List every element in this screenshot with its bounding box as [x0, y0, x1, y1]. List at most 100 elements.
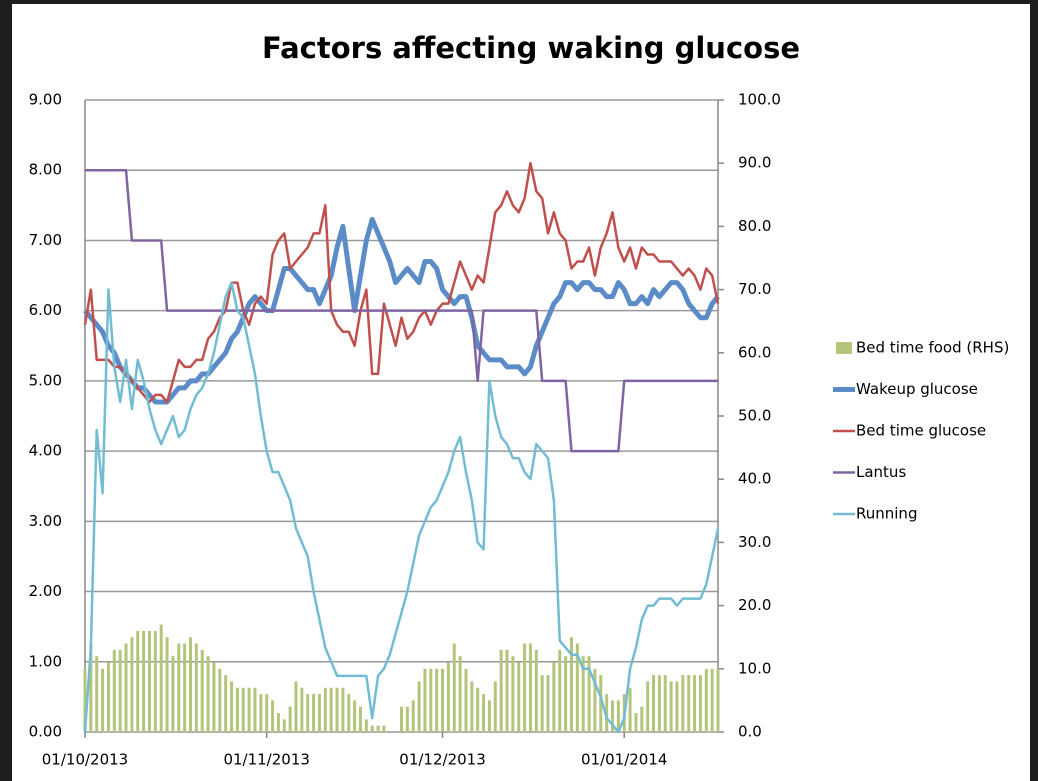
bar [487, 700, 491, 732]
y-tick-label: 7.00 [29, 231, 62, 249]
line [83, 216, 720, 405]
bar [101, 668, 105, 732]
bar [89, 643, 93, 732]
bar [564, 656, 568, 732]
bar [616, 700, 620, 732]
bar [376, 725, 380, 732]
bar [265, 694, 269, 732]
bar [358, 706, 362, 732]
bar [441, 668, 445, 732]
bar [83, 668, 87, 732]
bar [417, 681, 421, 732]
bar [646, 681, 650, 732]
x-tick-label: 01/10/2013 [42, 751, 128, 769]
bar [534, 649, 538, 732]
bar [306, 694, 310, 732]
bar [130, 637, 134, 732]
legend-label: Lantus [856, 463, 906, 481]
y2-tick-label: 90.0 [738, 154, 771, 172]
bar [569, 637, 573, 732]
bar [118, 649, 122, 732]
bar [282, 719, 286, 732]
y-tick-label: 2.00 [29, 582, 62, 600]
bar [505, 649, 509, 732]
bar [552, 662, 556, 732]
y-tick-label: 4.00 [29, 442, 62, 460]
x-tick-label: 01/12/2013 [399, 751, 485, 769]
bar [587, 656, 591, 732]
bar [575, 643, 579, 732]
y2-tick-label: 40.0 [738, 470, 771, 488]
bar [183, 643, 187, 732]
bar [212, 662, 216, 732]
legend-swatch [836, 342, 852, 354]
bar [470, 681, 474, 732]
bar [704, 668, 708, 732]
bar [335, 687, 339, 732]
bar [429, 668, 433, 732]
bar [634, 713, 638, 732]
bar [323, 687, 327, 732]
bar [294, 681, 298, 732]
bar [276, 713, 280, 732]
bar [493, 681, 497, 732]
bar [271, 700, 275, 732]
bar [147, 630, 151, 732]
bar [347, 694, 351, 732]
bar [341, 687, 345, 732]
bar [464, 668, 468, 732]
bar [317, 694, 321, 732]
legend-label: Wakeup glucose [856, 380, 978, 398]
bar [710, 668, 714, 732]
bar [663, 675, 667, 732]
bar [124, 643, 128, 732]
bar [312, 694, 316, 732]
bar [476, 687, 480, 732]
bar [364, 719, 368, 732]
bar [546, 675, 550, 732]
bar [353, 700, 357, 732]
bar [511, 656, 515, 732]
bar [605, 694, 609, 732]
bar [640, 706, 644, 732]
bar [611, 700, 614, 732]
y2-tick-label: 70.0 [738, 280, 771, 298]
bar [435, 668, 439, 732]
y2-tick-label: 100.0 [738, 91, 781, 109]
y-tick-label: 6.00 [29, 301, 62, 319]
bar [189, 637, 192, 732]
bar [329, 687, 333, 732]
bar [171, 656, 175, 732]
bar [599, 675, 603, 732]
bar [528, 643, 532, 732]
bar [628, 687, 632, 732]
bar [159, 624, 163, 732]
bar [218, 668, 222, 732]
line [85, 168, 718, 453]
bar [558, 649, 562, 732]
bar [482, 694, 486, 732]
bar [716, 668, 720, 732]
legend-label: Bed time glucose [856, 422, 986, 440]
bar [200, 649, 204, 732]
y-tick-label: 8.00 [29, 161, 62, 179]
bar [452, 643, 456, 732]
bar [405, 706, 409, 732]
y-tick-label: 1.00 [29, 652, 62, 670]
y2-tick-label: 80.0 [738, 217, 771, 235]
bar [288, 706, 292, 732]
bar [177, 643, 181, 732]
y2-tick-label: 0.0 [738, 723, 762, 741]
bar [142, 630, 146, 732]
bar [194, 643, 198, 732]
bar [669, 681, 673, 732]
chart-background [12, 4, 1030, 781]
bar [517, 662, 521, 732]
y-tick-label: 9.00 [29, 91, 62, 109]
bar [411, 700, 415, 732]
bar [446, 662, 450, 732]
bar [382, 725, 386, 732]
bar [230, 681, 234, 732]
bar [657, 675, 661, 732]
